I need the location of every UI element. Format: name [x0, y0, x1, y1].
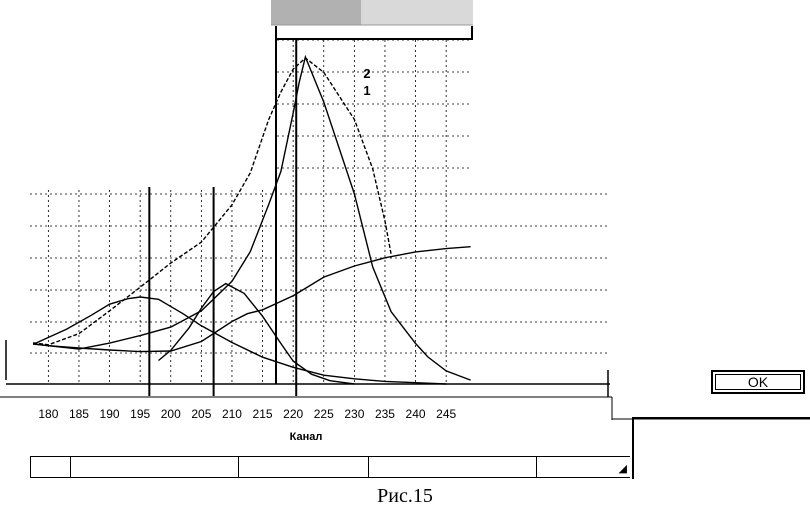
- x-tick-label: 185: [69, 407, 89, 421]
- status-segment: [536, 457, 537, 477]
- series-line-5: [33, 57, 392, 346]
- window-frame-vertical: [632, 417, 634, 479]
- x-tick-label: 240: [406, 407, 426, 421]
- ok-button[interactable]: OK: [711, 370, 805, 394]
- chart-plot: 21 180 185 190 195 200 205 210 215 220 225 230 235 2…: [0, 0, 810, 443]
- x-tick-label: 215: [253, 407, 273, 421]
- figure-caption: Рис.15: [377, 485, 433, 507]
- x-tick-label: 210: [222, 407, 242, 421]
- x-tick-label: 245: [436, 407, 456, 421]
- series-line-4: [33, 54, 471, 381]
- header-bar-shade: [271, 0, 361, 25]
- x-axis-label: Канал: [290, 431, 323, 443]
- resize-grip-icon[interactable]: ◢: [618, 463, 627, 475]
- series-line-3: [158, 282, 355, 385]
- status-segment: [238, 457, 239, 477]
- chart-frame: [0, 26, 810, 420]
- x-tick-label: 205: [191, 407, 211, 421]
- status-segment: [70, 457, 71, 477]
- status-segment: [368, 457, 369, 477]
- ok-button-label: OK: [715, 374, 801, 390]
- x-tick-label: 230: [344, 407, 364, 421]
- x-tick-label: 200: [161, 407, 181, 421]
- series-group: [32, 54, 471, 385]
- status-bar: ◢: [30, 456, 630, 478]
- status-segment: [30, 457, 31, 477]
- window-frame-horizontal: [632, 417, 810, 419]
- x-tick-label: 235: [375, 407, 395, 421]
- series-line-2: [32, 296, 447, 385]
- x-tick-label: 190: [100, 407, 120, 421]
- x-tick-label: 180: [38, 407, 58, 421]
- marker-group: 21: [148, 40, 371, 396]
- marker-label: 1: [363, 83, 370, 98]
- x-tick-label: 220: [283, 407, 303, 421]
- x-tick-labels: 180 185 190 195 200 205 210 215 220 225 230 235 240 2…: [38, 407, 456, 421]
- marker-label: 2: [363, 66, 370, 81]
- series-line-1: [33, 246, 471, 353]
- x-tick-label: 225: [314, 407, 334, 421]
- x-tick-label: 195: [130, 407, 150, 421]
